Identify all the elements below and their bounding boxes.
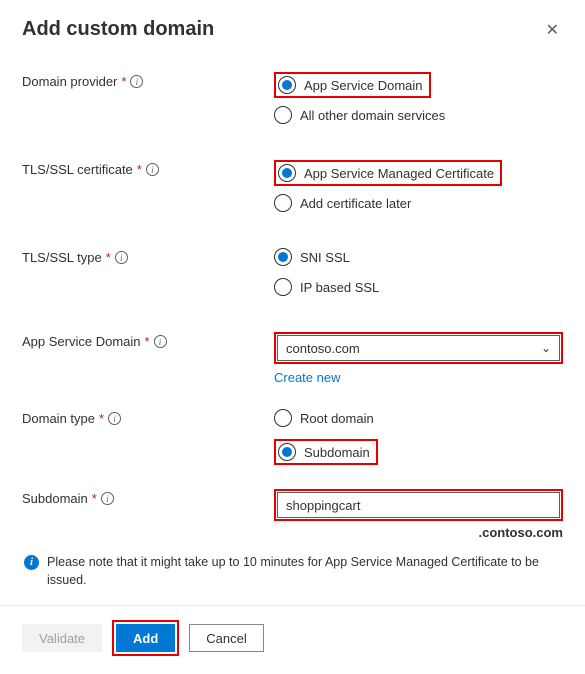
subdomain-input[interactable]: shoppingcart: [277, 492, 560, 518]
required-indicator: *: [99, 411, 104, 426]
tls-cert-managed-label: App Service Managed Certificate: [304, 166, 494, 181]
app-service-domain-label: App Service Domain: [22, 334, 141, 349]
app-service-domain-value: contoso.com: [286, 341, 360, 356]
tls-cert-later-label: Add certificate later: [300, 196, 411, 211]
validate-button: Validate: [22, 624, 102, 652]
info-icon[interactable]: i: [130, 75, 143, 88]
tls-type-sni-radio[interactable]: [274, 248, 292, 266]
domain-provider-other-label: All other domain services: [300, 108, 445, 123]
tls-cert-label: TLS/SSL certificate: [22, 162, 133, 177]
required-indicator: *: [145, 334, 150, 349]
tls-cert-managed-radio[interactable]: [278, 164, 296, 182]
domain-provider-other-radio[interactable]: [274, 106, 292, 124]
tls-type-ip-label: IP based SSL: [300, 280, 379, 295]
page-title: Add custom domain: [22, 18, 214, 41]
info-icon[interactable]: i: [101, 492, 114, 505]
required-indicator: *: [121, 74, 126, 89]
domain-type-sub-radio[interactable]: [278, 443, 296, 461]
subdomain-label: Subdomain: [22, 491, 88, 506]
domain-type-label: Domain type: [22, 411, 95, 426]
tls-type-ip-radio[interactable]: [274, 278, 292, 296]
tls-type-sni-label: SNI SSL: [300, 250, 350, 265]
tls-type-label: TLS/SSL type: [22, 250, 102, 265]
domain-type-root-radio[interactable]: [274, 409, 292, 427]
note-text: Please note that it might take up to 10 …: [47, 554, 561, 589]
chevron-down-icon: ⌄: [541, 341, 551, 355]
domain-provider-app-service-radio[interactable]: [278, 76, 296, 94]
required-indicator: *: [92, 491, 97, 506]
domain-provider-app-service-label: App Service Domain: [304, 78, 423, 93]
info-icon[interactable]: i: [154, 335, 167, 348]
close-icon[interactable]: ✕: [542, 18, 563, 42]
info-icon[interactable]: i: [108, 412, 121, 425]
tls-cert-later-radio[interactable]: [274, 194, 292, 212]
app-service-domain-dropdown[interactable]: contoso.com ⌄: [277, 335, 560, 361]
create-new-link[interactable]: Create new: [274, 370, 340, 385]
domain-type-root-label: Root domain: [300, 411, 374, 426]
info-icon: i: [24, 555, 39, 570]
required-indicator: *: [106, 250, 111, 265]
required-indicator: *: [137, 162, 142, 177]
info-icon[interactable]: i: [146, 163, 159, 176]
info-icon[interactable]: i: [115, 251, 128, 264]
subdomain-suffix: .contoso.com: [274, 525, 563, 540]
domain-type-sub-label: Subdomain: [304, 445, 370, 460]
domain-provider-label: Domain provider: [22, 74, 117, 89]
add-button[interactable]: Add: [116, 624, 175, 652]
subdomain-value: shoppingcart: [286, 498, 360, 513]
cancel-button[interactable]: Cancel: [189, 624, 263, 652]
